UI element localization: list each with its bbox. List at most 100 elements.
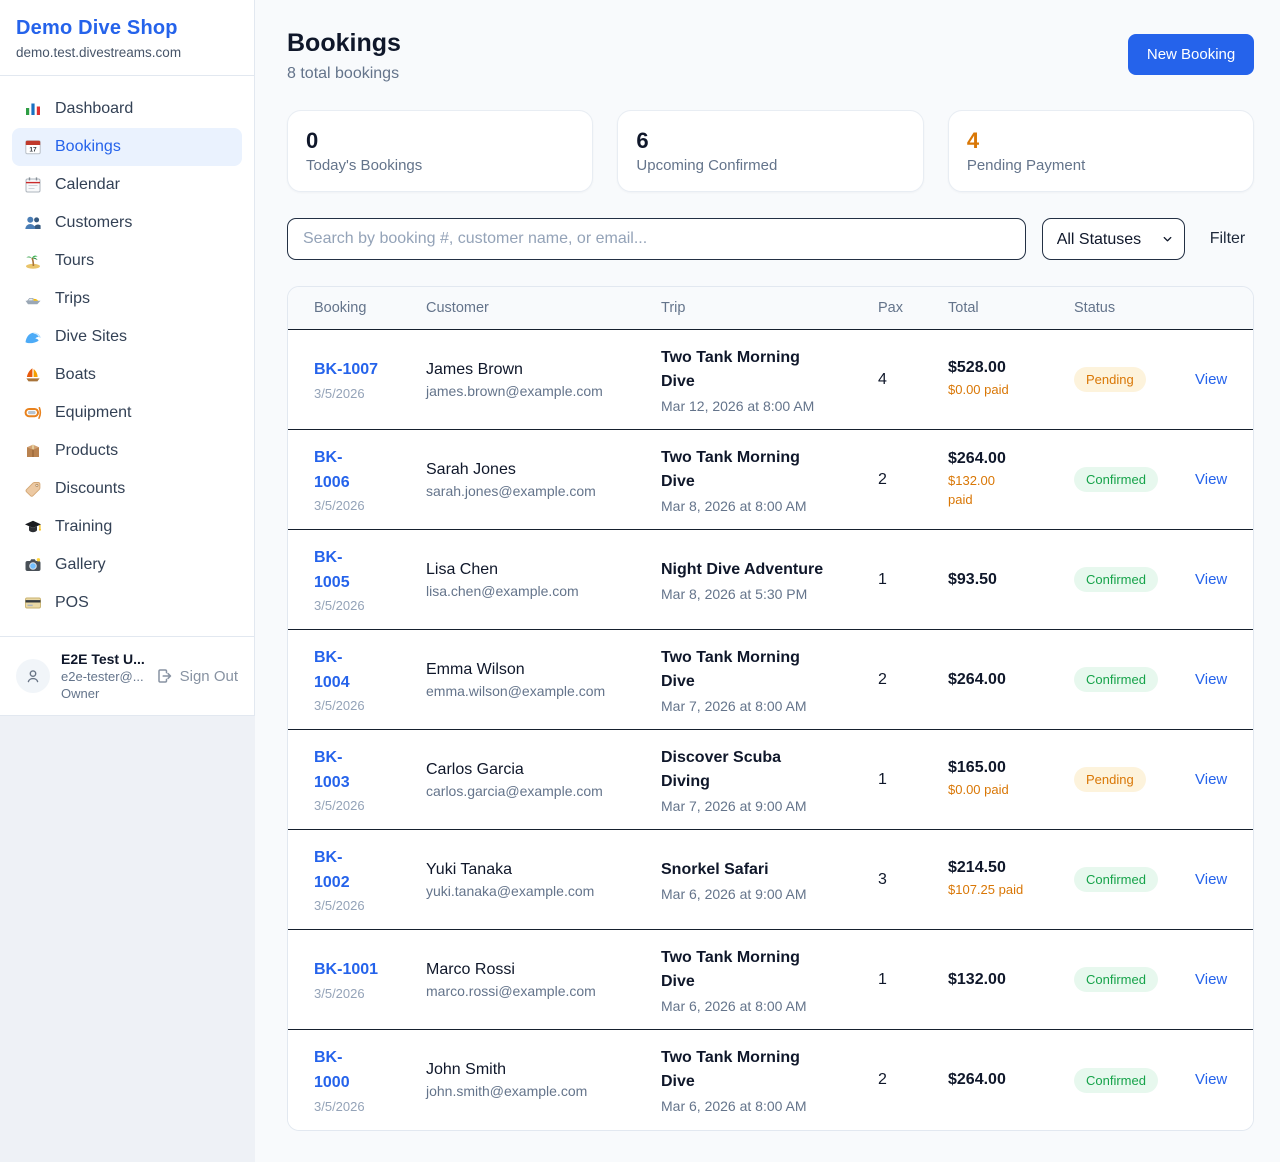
total-amount: $528.00 [948, 359, 1006, 377]
user-name: E2E Test U... [61, 651, 145, 667]
booking-date: 3/5/2026 [314, 798, 365, 814]
sidebar-item-calendar[interactable]: Calendar [12, 166, 242, 204]
new-booking-button[interactable]: New Booking [1127, 34, 1255, 75]
column-header-total: Total [948, 300, 979, 316]
trip-name: Night Dive Adventure [661, 560, 824, 578]
stat-card-pending-payment: 4 Pending Payment [947, 110, 1255, 192]
view-link[interactable]: View [1195, 670, 1228, 688]
view-link[interactable]: View [1195, 770, 1228, 788]
booking-number-link[interactable]: BK- 1002 [314, 848, 350, 891]
booking-number-link[interactable]: BK-1001 [314, 961, 379, 979]
total-amount: $264.00 [948, 450, 1006, 468]
sidebar-item-label: Products [55, 442, 119, 459]
trip-name: Two Tank Morning Dive [661, 648, 800, 690]
table-row: BK-1001 3/5/2026 Marco Rossi marco.rossi… [288, 930, 1254, 1030]
booking-number-link[interactable]: BK- 1004 [314, 648, 350, 691]
sidebar-item-label: Trips [55, 290, 90, 307]
tours-icon [24, 252, 42, 270]
booking-number-link[interactable]: BK- 1006 [314, 448, 350, 491]
customer-email: marco.rossi@example.com [426, 982, 596, 999]
customer-name: Emma Wilson [426, 660, 525, 678]
column-header-status: Status [1074, 300, 1116, 316]
sidebar-item-tours[interactable]: Tours [12, 242, 242, 280]
stat-label: Pending Payment [966, 157, 1086, 174]
sidebar-item-training[interactable]: Training [12, 508, 242, 546]
booking-number-link[interactable]: BK- 1003 [314, 748, 350, 791]
booking-date: 3/5/2026 [314, 985, 365, 1001]
booking-date: 3/5/2026 [314, 498, 365, 514]
sign-out-button[interactable]: Sign Out [155, 667, 238, 685]
booking-date: 3/5/2026 [314, 1098, 365, 1114]
filter-row: All Statuses Filter [287, 218, 1254, 260]
sidebar-item-customers[interactable]: Customers [12, 204, 242, 242]
discounts-icon [24, 480, 42, 498]
sidebar-item-dive-sites[interactable]: Dive Sites [12, 318, 242, 356]
trip-datetime: Mar 8, 2026 at 8:00 AM [661, 497, 807, 514]
trip-datetime: Mar 8, 2026 at 5:30 PM [661, 585, 808, 602]
sidebar-item-pos[interactable]: POS [12, 584, 242, 622]
trip-name: Two Tank Morning Dive [661, 348, 800, 390]
main-content: Bookings 8 total bookings New Booking 0 … [255, 0, 1280, 1162]
sign-out-label: Sign Out [179, 667, 238, 685]
stat-value: 6 [636, 128, 649, 153]
sidebar-item-bookings[interactable]: 17 Bookings [12, 128, 242, 166]
page-subtitle: 8 total bookings [287, 65, 400, 82]
view-link[interactable]: View [1195, 970, 1228, 988]
stat-value: 0 [306, 128, 319, 153]
search-input[interactable] [287, 218, 1026, 260]
trip-datetime: Mar 6, 2026 at 9:00 AM [661, 885, 807, 902]
filter-button[interactable]: Filter [1209, 230, 1246, 247]
total-amount: $264.00 [948, 1071, 1006, 1088]
trip-datetime: Mar 6, 2026 at 8:00 AM [661, 1098, 807, 1114]
sidebar: Demo Dive Shop demo.test.divestreams.com… [0, 0, 255, 716]
customer-email: lisa.chen@example.com [426, 582, 579, 599]
view-link[interactable]: View [1195, 870, 1228, 888]
view-link[interactable]: View [1195, 1071, 1228, 1088]
bookings-icon: 17 [24, 138, 42, 156]
svg-text:17: 17 [29, 147, 37, 154]
equipment-icon [24, 404, 42, 422]
sidebar-item-equipment[interactable]: Equipment [12, 394, 242, 432]
sidebar-item-trips[interactable]: Trips [12, 280, 242, 318]
sidebar-item-boats[interactable]: Boats [12, 356, 242, 394]
sidebar-item-dashboard[interactable]: Dashboard [12, 90, 242, 128]
status-badge: Confirmed [1074, 667, 1158, 692]
status-select[interactable]: All Statuses [1041, 218, 1185, 260]
table-header: Booking Customer Trip Pax Total Status [288, 287, 1254, 330]
stat-card-todays-bookings: 0 Today's Bookings [287, 110, 594, 192]
sidebar-item-label: Training [55, 518, 113, 535]
status-badge: Pending [1074, 367, 1146, 392]
customer-email: james.brown@example.com [426, 382, 603, 399]
view-link[interactable]: View [1195, 370, 1228, 388]
avatar [16, 659, 50, 693]
table-row: BK- 1005 3/5/2026 Lisa Chen lisa.chen@ex… [288, 530, 1254, 630]
sidebar-item-label: Gallery [55, 556, 106, 573]
stat-label: Upcoming Confirmed [636, 157, 778, 174]
shop-domain: demo.test.divestreams.com [16, 45, 182, 60]
sidebar-item-label: Discounts [55, 480, 126, 497]
sidebar-item-discounts[interactable]: Discounts [12, 470, 242, 508]
booking-number-link[interactable]: BK-1007 [314, 361, 379, 379]
gallery-icon [24, 556, 42, 574]
sidebar-item-label: Equipment [55, 404, 132, 421]
table-row: BK- 1000 3/5/2026 John Smith john.smith@… [288, 1030, 1254, 1130]
view-link[interactable]: View [1195, 470, 1228, 488]
pax-count: 3 [878, 870, 887, 888]
customers-icon [24, 214, 42, 232]
booking-number-link[interactable]: BK- 1000 [314, 1049, 350, 1091]
status-badge: Confirmed [1074, 1067, 1158, 1093]
stats-cards: 0 Today's Bookings 6 Upcoming Confirmed … [287, 110, 1255, 192]
trip-datetime: Mar 12, 2026 at 8:00 AM [661, 397, 815, 414]
table-row: BK- 1003 3/5/2026 Carlos Garcia carlos.g… [288, 730, 1254, 830]
status-select-wrap: All Statuses [1041, 218, 1185, 260]
customer-email: carlos.garcia@example.com [426, 782, 603, 799]
status-badge: Confirmed [1074, 567, 1158, 592]
view-link[interactable]: View [1195, 570, 1228, 588]
sidebar-item-gallery[interactable]: Gallery [12, 546, 242, 584]
sidebar-item-products[interactable]: Products [12, 432, 242, 470]
column-header-customer: Customer [426, 300, 489, 316]
booking-number-link[interactable]: BK- 1005 [314, 548, 350, 591]
customer-name: Marco Rossi [426, 960, 515, 978]
user-role: Owner [61, 686, 100, 701]
status-badge: Confirmed [1074, 467, 1158, 492]
